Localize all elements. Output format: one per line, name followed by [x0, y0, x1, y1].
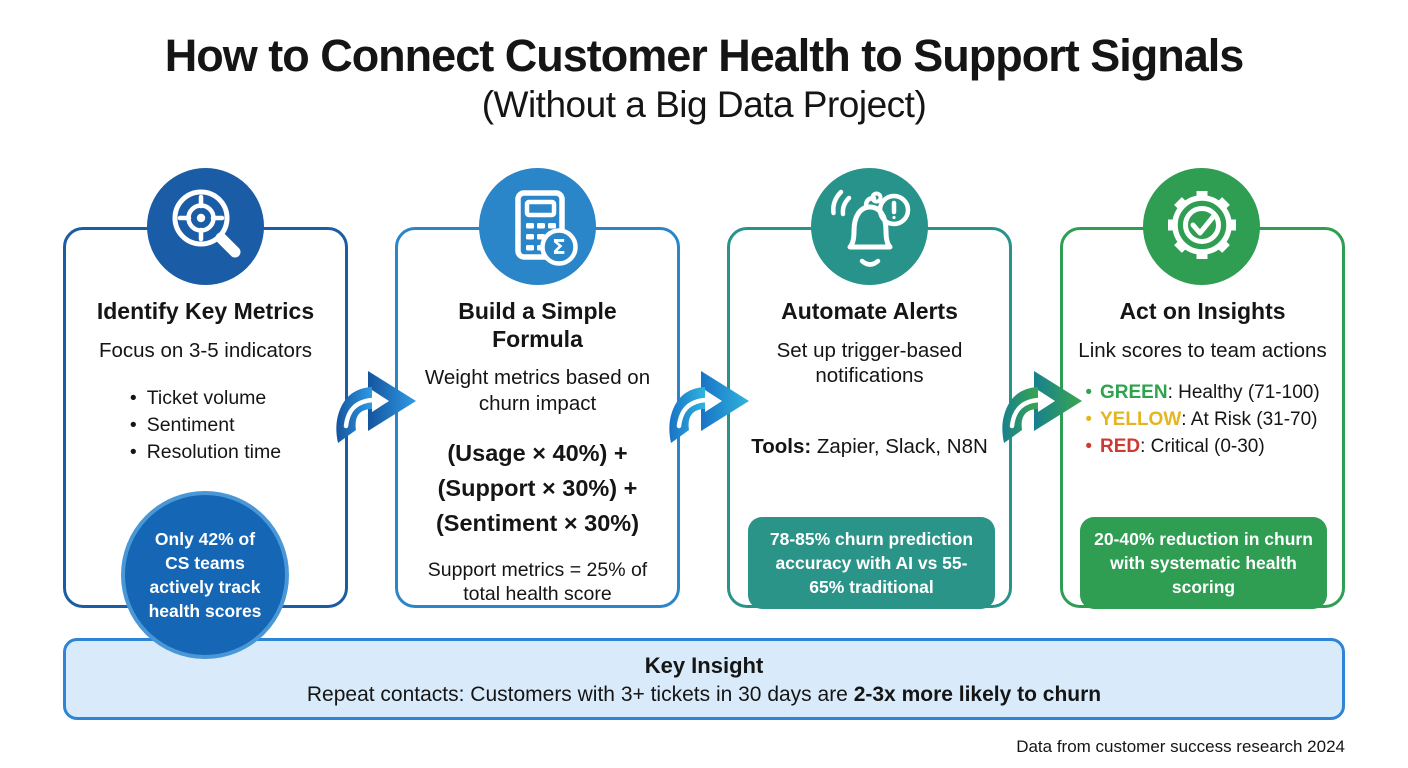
list-item: YELLOW: At Risk (31-70)	[1085, 406, 1319, 433]
badge-line: Only 42% of	[154, 529, 256, 549]
level-text: : Healthy (71-100)	[1167, 382, 1320, 404]
formula-line: (Usage × 40%) +	[447, 440, 628, 467]
list-item: Ticket volume	[130, 385, 281, 412]
badge-line: health scores	[148, 601, 262, 621]
page-title: How to Connect Customer Health to Suppor…	[164, 30, 1245, 81]
list-item: GREEN: Healthy (71-100)	[1085, 379, 1319, 406]
badge-line: CS teams	[165, 553, 245, 573]
formula-footnote: Support metrics = 25% of total health sc…	[427, 559, 648, 606]
stat-box-text: 78-85% churn prediction accuracy with AI…	[769, 529, 974, 597]
page-subtitle: (Without a Big Data Project)	[481, 83, 927, 125]
card-title: Automate Alerts	[781, 298, 958, 324]
card-subtitle: Focus on 3-5 indicators	[98, 338, 313, 362]
level-bullet	[1085, 436, 1100, 457]
health-score-formula: (Usage × 40%) + (Support × 30%) + (Senti…	[412, 436, 663, 541]
tools-label: Tools:	[751, 434, 812, 458]
card-title: Identify Key Metrics	[96, 298, 315, 324]
formula-line: (Support × 30%) +	[437, 475, 638, 502]
source-note: Data from customer success research 2024	[1016, 737, 1345, 756]
badge-line: actively track	[149, 577, 261, 597]
formula-line: (Sentiment × 30%)	[435, 510, 640, 537]
arrow-right-icon	[1002, 371, 1082, 443]
card-title: Act on Insights	[1119, 298, 1286, 324]
list-item: Sentiment	[130, 412, 281, 439]
list-item: RED: Critical (0-30)	[1085, 433, 1319, 460]
list-item: Resolution time	[130, 439, 281, 466]
level-text: : Critical (0-30)	[1140, 436, 1265, 458]
level-bullet	[1085, 409, 1100, 430]
stat-badge-cs-teams: Only 42% of CS teams actively track heal…	[121, 491, 289, 659]
card-title: Build a Simple Formula	[458, 298, 617, 352]
card-subtitle: Set up trigger-based notifications	[776, 338, 963, 388]
level-label: RED	[1100, 436, 1141, 458]
arrow-right-icon	[336, 371, 416, 443]
key-insight-banner: Key Insight Repeat contacts: Customers w…	[63, 638, 1345, 720]
level-label: GREEN	[1100, 382, 1168, 404]
banner-text: Repeat contacts: Customers with 3+ ticke…	[66, 680, 1342, 710]
calculator-sigma-icon: Σ	[479, 168, 596, 285]
card-identify-key-metrics: Identify Key Metrics Focus on 3-5 indica…	[63, 227, 348, 608]
health-level-list: GREEN: Healthy (71-100) YELLOW: At Risk …	[1085, 379, 1319, 460]
magnifier-target-icon	[147, 168, 264, 285]
header: How to Connect Customer Health to Suppor…	[0, 30, 1408, 126]
tools-value: Zapier, Slack, N8N	[811, 434, 988, 458]
card-subtitle: Link scores to team actions	[1078, 338, 1327, 362]
card-build-simple-formula: Build a Simple Formula Weight metrics ba…	[395, 227, 680, 608]
gear-check-icon	[1143, 168, 1260, 285]
stat-box-churn-reduction: 20-40% reduction in churn with systemati…	[1080, 517, 1327, 609]
card-subtitle: Weight metrics based on churn impact	[424, 366, 651, 415]
level-label: YELLOW	[1100, 409, 1182, 431]
stat-box-text: 20-40% reduction in churn with systemati…	[1094, 529, 1313, 597]
banner-text-bold: 2-3x more likely to churn	[853, 683, 1102, 706]
alert-bell-icon	[811, 168, 928, 285]
sigma-glyph: Σ	[552, 235, 566, 259]
tools-line: Tools: Zapier, Slack, N8N	[744, 435, 995, 459]
stat-box-churn-prediction: 78-85% churn prediction accuracy with AI…	[748, 517, 995, 609]
level-text: : At Risk (31-70)	[1181, 409, 1318, 431]
level-bullet	[1085, 382, 1100, 403]
arrow-right-icon	[669, 371, 749, 443]
banner-title: Key Insight	[644, 653, 764, 678]
banner-text-regular: Repeat contacts: Customers with 3+ ticke…	[306, 683, 854, 706]
metrics-bullet-list: Ticket volume Sentiment Resolution time	[130, 385, 281, 466]
